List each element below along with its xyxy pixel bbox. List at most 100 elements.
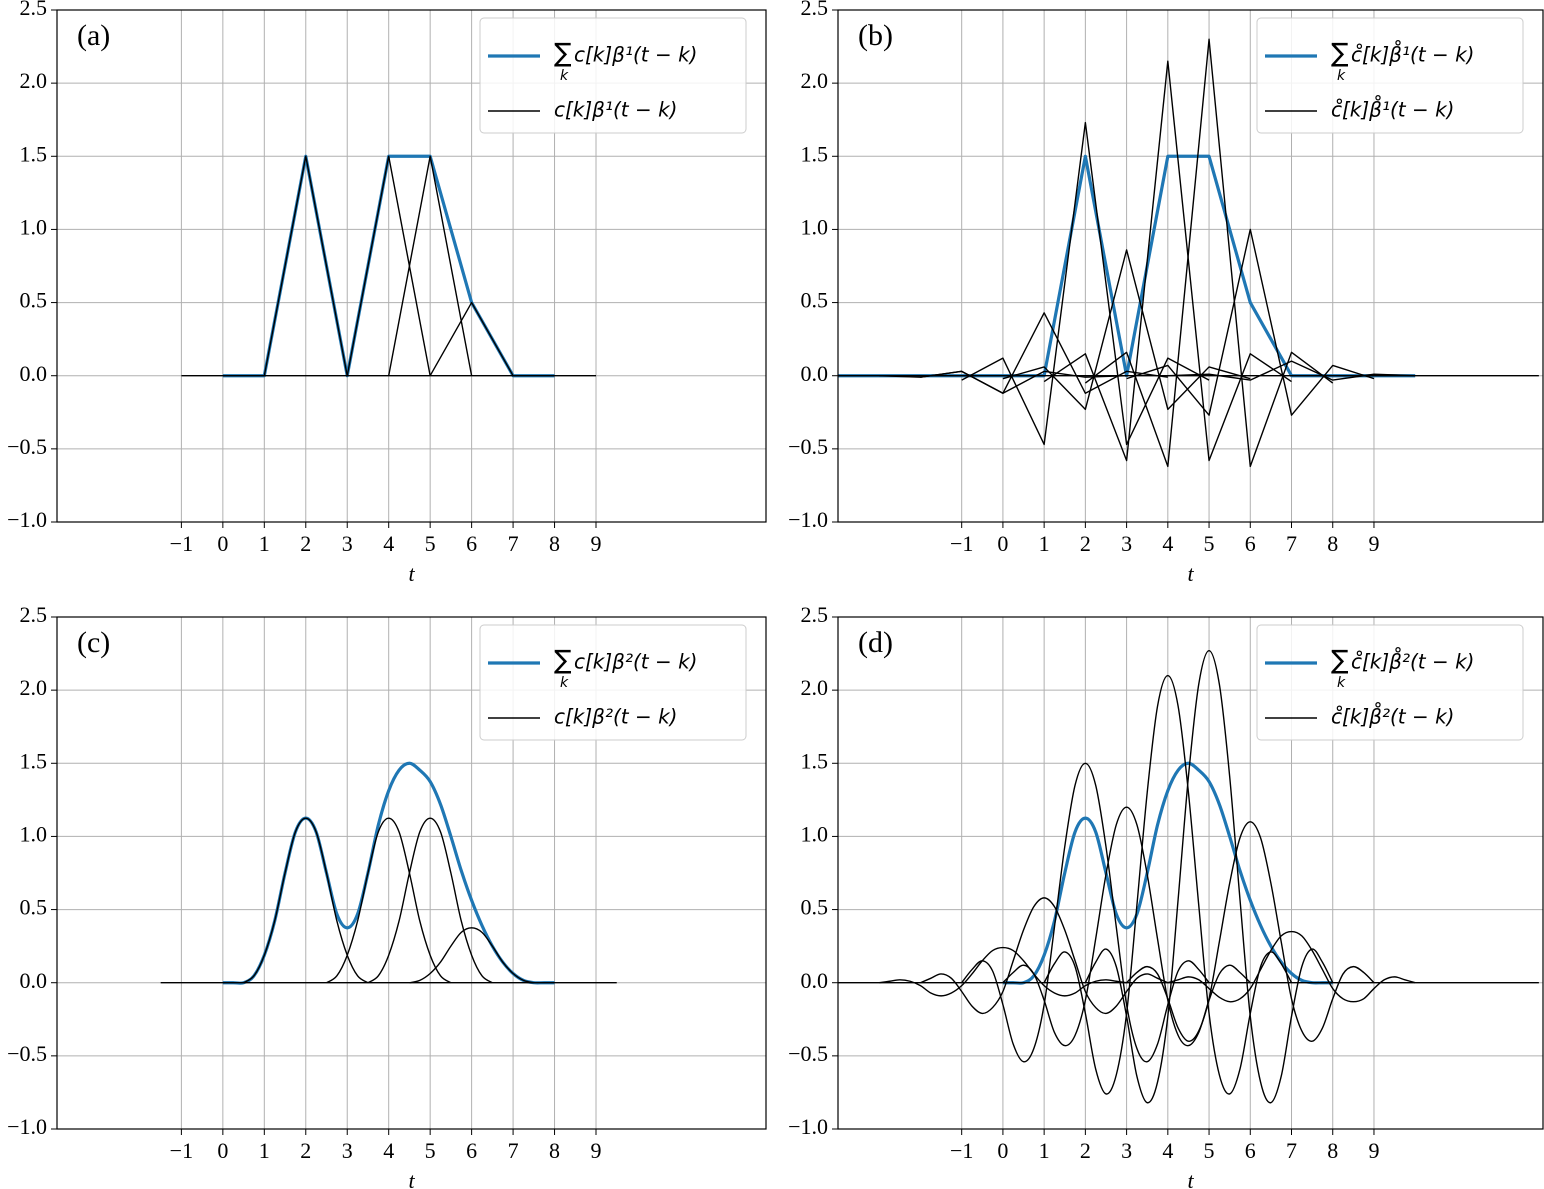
legend-box xyxy=(479,624,747,741)
y-tick-label: 2.0 xyxy=(801,675,829,700)
legend: ∑k c̊[k]β̊¹(t − k) c̊[k]β̊¹(t − k) xyxy=(1256,17,1524,134)
legend: ∑k c[k]β²(t − k) c[k]β²(t − k) xyxy=(479,624,747,741)
x-tick-label: 4 xyxy=(1162,531,1173,556)
x-tick-label: 1 xyxy=(1039,531,1050,556)
x-tick-label: 6 xyxy=(1245,1138,1256,1163)
data-line xyxy=(409,927,534,984)
data-line xyxy=(1002,249,1251,411)
data-line xyxy=(1126,821,1375,1042)
x-tick-label: 9 xyxy=(591,1138,602,1163)
y-tick-label: 1.0 xyxy=(801,214,829,239)
y-tick-label: 0.5 xyxy=(20,895,48,920)
data-line xyxy=(367,817,493,984)
y-tick-label: 1.0 xyxy=(20,214,48,239)
legend-label: c̊[k]β̊²(t − k) xyxy=(1331,703,1454,729)
x-tick-label: 4 xyxy=(1162,1138,1173,1163)
legend-symbol: ∑ xyxy=(554,646,572,676)
x-tick-label: −1 xyxy=(170,531,193,556)
x-tick-label: 7 xyxy=(508,531,519,556)
y-tick-label: −1.0 xyxy=(7,507,47,532)
legend-box xyxy=(1256,624,1524,741)
x-tick-label: 2 xyxy=(300,1138,311,1163)
data-line xyxy=(961,121,1210,446)
legend-label: c̊[k]β̊¹(t − k) xyxy=(1331,96,1454,122)
y-tick-label: 2.0 xyxy=(20,68,48,93)
y-tick-label: 1.0 xyxy=(801,821,829,846)
x-axis-label: t xyxy=(408,1168,415,1189)
y-tick-label: 0.5 xyxy=(20,288,48,313)
y-tick-label: −1.0 xyxy=(788,1114,828,1139)
y-tick-label: 2.5 xyxy=(20,0,48,20)
x-tick-label: 8 xyxy=(1327,531,1338,556)
legend-label: c̊[k]β̊²(t − k) xyxy=(1351,648,1474,674)
y-tick-label: −0.5 xyxy=(7,1041,47,1066)
x-tick-label: 7 xyxy=(1286,1138,1297,1163)
data-line xyxy=(346,155,431,376)
x-tick-label: 3 xyxy=(1121,1138,1132,1163)
data-line xyxy=(1043,674,1293,1095)
x-tick-label: −1 xyxy=(950,531,973,556)
x-tick-label: 5 xyxy=(1204,531,1215,556)
x-tick-label: 2 xyxy=(1080,531,1091,556)
legend-symbol: ∑ xyxy=(554,39,572,69)
data-line xyxy=(429,301,514,377)
x-tick-label: 1 xyxy=(1039,1138,1050,1163)
x-tick-label: 4 xyxy=(383,1138,394,1163)
data-line xyxy=(920,312,1168,394)
y-tick-label: 0.0 xyxy=(20,361,48,386)
x-tick-label: 9 xyxy=(1368,531,1379,556)
data-line xyxy=(920,897,1169,1015)
data-line xyxy=(1043,60,1292,462)
panel-label: (b) xyxy=(858,19,893,52)
y-tick-label: 1.5 xyxy=(801,748,829,773)
panel: 2.5 2.0 1.5 1.0 0.5 0.0 −0.5 −1.0 −1 0 1 2 3 4 5 6 7 8 9 (d… xyxy=(788,602,1544,1189)
x-tick-label: 0 xyxy=(217,1138,228,1163)
x-tick-label: 0 xyxy=(217,531,228,556)
panel: 2.5 2.0 1.5 1.0 0.5 0.0 −0.5 −1.0 −1 0 1 2 3 4 5 6 7 8 9 (a… xyxy=(7,0,767,586)
axes-frame xyxy=(837,616,1544,1130)
x-tick-label: 7 xyxy=(508,1138,519,1163)
x-tick-label: 0 xyxy=(997,1138,1008,1163)
y-tick-label: 1.5 xyxy=(20,748,48,773)
legend-label: c[k]β²(t − k) xyxy=(574,650,697,674)
x-tick-label: 5 xyxy=(425,531,436,556)
x-tick-label: 6 xyxy=(466,1138,477,1163)
legend-label: c[k]β¹(t − k) xyxy=(554,98,677,122)
legend: ∑k c̊[k]β̊²(t − k) c̊[k]β̊²(t − k) xyxy=(1256,624,1524,741)
y-tick-label: 2.5 xyxy=(801,602,829,627)
y-tick-label: 0.0 xyxy=(801,968,829,993)
legend-label: c[k]β²(t − k) xyxy=(554,705,677,729)
y-tick-label: 0.5 xyxy=(801,895,829,920)
x-tick-label: 5 xyxy=(425,1138,436,1163)
y-tick-label: 0.0 xyxy=(20,968,48,993)
x-tick-label: 9 xyxy=(591,531,602,556)
x-tick-label: 3 xyxy=(1121,531,1132,556)
x-tick-label: 1 xyxy=(259,1138,270,1163)
legend-symbol: ∑ xyxy=(1331,646,1349,676)
x-tick-label: −1 xyxy=(950,1138,973,1163)
data-line xyxy=(1167,360,1416,381)
y-tick-label: 0.5 xyxy=(801,288,829,313)
legend-index: k xyxy=(1337,675,1346,691)
y-tick-label: −1.0 xyxy=(7,1114,47,1139)
data-line xyxy=(961,762,1210,1063)
legend-box xyxy=(479,17,747,134)
axes-frame xyxy=(56,9,767,523)
legend-box xyxy=(1256,17,1524,134)
x-axis-label: t xyxy=(408,561,415,586)
data-line xyxy=(879,946,1127,997)
x-tick-label: 0 xyxy=(997,531,1008,556)
x-tick-label: 9 xyxy=(1368,1138,1379,1163)
panel-label: (d) xyxy=(858,626,893,659)
y-tick-label: −0.5 xyxy=(788,434,828,459)
x-tick-label: 1 xyxy=(259,531,270,556)
y-tick-label: −0.5 xyxy=(7,434,47,459)
panel-label: (a) xyxy=(77,19,110,52)
x-tick-label: 8 xyxy=(549,531,560,556)
data-line xyxy=(263,155,348,376)
legend-index: k xyxy=(1337,68,1346,84)
data-line xyxy=(1084,38,1334,468)
y-tick-label: 2.0 xyxy=(801,68,829,93)
data-line xyxy=(1126,228,1375,416)
